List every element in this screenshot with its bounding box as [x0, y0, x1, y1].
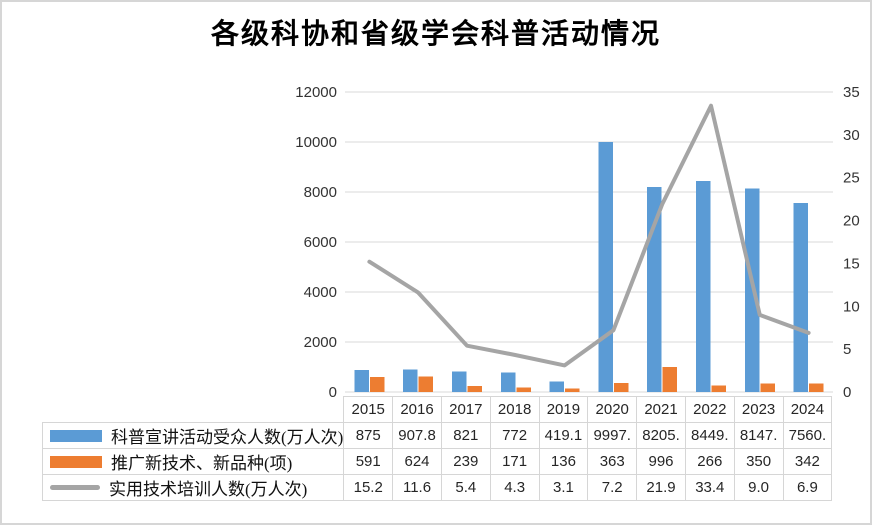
value-cell: 9997. [587, 422, 638, 449]
value-cell: 8449. [684, 422, 735, 449]
value-cell: 8205. [636, 422, 686, 449]
bar-blue-2020 [598, 142, 613, 392]
bar-blue-2015 [354, 370, 369, 392]
legend-cell-line-gray: 实用技术培训人数(万人次) [41, 474, 345, 501]
legend-swatch-line-gray-icon [50, 485, 100, 490]
right-axis-tick-label: 0 [843, 384, 851, 401]
value-cell: 7560. [782, 422, 833, 449]
value-cell: 171 [489, 448, 540, 475]
legend-label: 科普宣讲活动受众人数(万人次) [111, 428, 344, 447]
year-header-cell: 2016 [392, 396, 442, 423]
value-cell: 11.6 [392, 474, 442, 501]
bar-blue-2019 [549, 381, 565, 392]
right-axis-tick-label: 25 [843, 170, 860, 187]
year-header-row: 2015 2016 2017 2018 2019 2020 2021 2022 2023 2024 [43, 396, 833, 423]
bar-blue-2024 [793, 203, 809, 392]
table-corner-blank [43, 397, 344, 423]
chart-title: 各级科协和省级学会科普活动情况 [210, 19, 661, 50]
value-cell: 15.2 [343, 474, 394, 501]
value-cell: 342 [782, 448, 833, 475]
right-axis-tick-label: 20 [843, 213, 860, 230]
value-cell: 33.4 [684, 474, 735, 501]
left-axis-tick-label: 0 [329, 384, 337, 401]
bar-blue-2021 [647, 186, 662, 392]
bar-orange-2019 [565, 388, 580, 392]
value-cell: 996 [636, 448, 686, 475]
bar-blue-2016 [403, 369, 418, 392]
value-cell: 6.9 [782, 474, 833, 501]
right-axis-tick-label: 35 [843, 84, 860, 101]
bar-orange-2024 [809, 383, 824, 392]
value-cell: 350 [733, 448, 784, 475]
table-row: 实用技术培训人数(万人次) 15.2 11.6 5.4 4.3 3.1 7.2 21.9 33.… [41, 474, 833, 501]
chart-data-table: 2015 2016 2017 2018 2019 2020 2021 2022 2023 2024… [41, 396, 833, 501]
bar-orange-2022 [711, 385, 726, 392]
legend-cell-bar-blue: 科普宣讲活动受众人数(万人次) [41, 422, 345, 449]
value-cell: 7.2 [587, 474, 638, 501]
bar-blue-2022 [696, 180, 711, 392]
bar-orange-2018 [516, 387, 531, 392]
year-header-cell: 2024 [782, 396, 833, 423]
line-series-path [367, 103, 811, 368]
value-cell: 821 [440, 422, 491, 449]
value-cell: 239 [440, 448, 491, 475]
bar-orange-2017 [467, 386, 482, 392]
legend-cell-bar-orange: 推广新技术、新品种(项) [41, 448, 345, 475]
bar-orange-2020 [613, 382, 629, 392]
value-cell: 4.3 [489, 474, 540, 501]
table-row: 推广新技术、新品种(项) 591 624 239 171 136 363 996 266 350 3… [41, 448, 833, 475]
left-axis-tick-label: 2000 [304, 334, 337, 351]
bar-blue-2017 [452, 371, 467, 392]
value-cell: 21.9 [636, 474, 686, 501]
year-header-cell: 2021 [636, 396, 686, 423]
table-row: 科普宣讲活动受众人数(万人次) 875 907.8 821 772 419.1 9997. 8… [41, 422, 833, 449]
value-cell: 363 [587, 448, 638, 475]
value-cell: 266 [684, 448, 735, 475]
value-cell: 591 [343, 448, 394, 475]
legend-swatch-bar-orange-icon [50, 455, 102, 468]
year-header-cell: 2015 [343, 396, 394, 423]
right-axis-tick-label: 30 [843, 127, 860, 144]
bar-orange-2015 [369, 377, 385, 392]
value-cell: 772 [489, 422, 540, 449]
legend-swatch-bar-blue-icon [50, 429, 102, 442]
value-cell: 419.1 [538, 422, 589, 449]
value-cell: 3.1 [538, 474, 589, 501]
value-cell: 875 [343, 422, 394, 449]
legend-label: 推广新技术、新品种(项) [111, 454, 293, 473]
left-axis-tick-label: 10000 [295, 134, 337, 151]
left-axis-tick-label: 4000 [304, 284, 337, 301]
year-header-cell: 2022 [684, 396, 735, 423]
legend-label: 实用技术培训人数(万人次) [109, 480, 308, 499]
left-axis-tick-label: 12000 [295, 84, 337, 101]
bar-orange-2016 [418, 376, 434, 392]
value-cell: 624 [392, 448, 442, 475]
right-axis-tick-label: 5 [843, 341, 851, 358]
value-cell: 5.4 [440, 474, 491, 501]
value-cell: 9.0 [733, 474, 784, 501]
right-axis-tick-label: 10 [843, 298, 860, 315]
value-cell: 136 [538, 448, 589, 475]
left-axis-tick-label: 6000 [304, 234, 337, 251]
value-cell: 8147. [733, 422, 784, 449]
year-header-cell: 2023 [733, 396, 784, 423]
left-axis-tick-label: 8000 [304, 184, 337, 201]
year-header-cell: 2019 [538, 396, 589, 423]
bar-blue-2018 [500, 372, 516, 392]
year-header-cell: 2017 [440, 396, 491, 423]
bar-orange-2023 [760, 383, 775, 392]
year-header-cell: 2018 [489, 396, 540, 423]
year-header-cell: 2020 [587, 396, 638, 423]
bar-orange-2021 [662, 367, 678, 392]
value-cell: 907.8 [392, 422, 442, 449]
right-axis-tick-label: 15 [843, 255, 860, 272]
